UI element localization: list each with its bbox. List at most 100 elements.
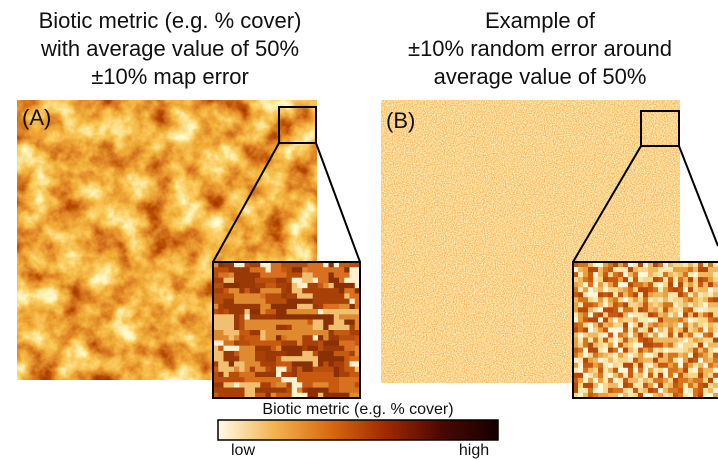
pixel bbox=[291, 288, 298, 294]
pixel bbox=[344, 314, 350, 320]
zoom-line bbox=[572, 145, 642, 263]
pixel bbox=[643, 302, 649, 308]
pixel bbox=[643, 352, 649, 359]
pixel bbox=[613, 382, 619, 389]
pixel bbox=[281, 361, 287, 367]
pixel bbox=[663, 282, 669, 288]
pixel bbox=[633, 347, 639, 353]
pixel bbox=[633, 297, 639, 303]
pixel bbox=[683, 307, 689, 313]
pixel bbox=[213, 298, 219, 305]
pixel bbox=[588, 287, 594, 293]
pixel bbox=[583, 277, 589, 283]
pixel bbox=[608, 337, 614, 343]
pixel bbox=[578, 387, 584, 394]
pixel bbox=[244, 282, 251, 289]
pixel bbox=[297, 330, 303, 336]
pixel bbox=[213, 303, 219, 310]
zoom-inset-a bbox=[213, 262, 361, 399]
pixel bbox=[663, 322, 669, 328]
pixel bbox=[344, 382, 350, 388]
pixel bbox=[328, 293, 335, 299]
pixel bbox=[323, 330, 329, 336]
pixel bbox=[260, 392, 266, 399]
pixel bbox=[307, 277, 314, 284]
pixel bbox=[603, 287, 609, 293]
pixel bbox=[234, 298, 240, 305]
pixel bbox=[260, 345, 266, 352]
pixel bbox=[643, 372, 649, 379]
pixel bbox=[344, 262, 350, 268]
pixel bbox=[276, 282, 282, 289]
pixel bbox=[302, 282, 308, 289]
pixel bbox=[573, 372, 579, 379]
pixel bbox=[281, 340, 287, 346]
pixel bbox=[643, 322, 649, 328]
pixel bbox=[228, 335, 235, 341]
pixel bbox=[260, 309, 266, 315]
pixel bbox=[678, 367, 684, 374]
pixel bbox=[218, 314, 224, 320]
pixel bbox=[255, 382, 261, 388]
pixel bbox=[608, 342, 614, 348]
pixel bbox=[583, 262, 589, 268]
pixel bbox=[588, 347, 594, 353]
pixel bbox=[653, 362, 659, 369]
pixel bbox=[354, 298, 361, 305]
pixel bbox=[312, 377, 319, 383]
pixel bbox=[239, 267, 245, 273]
title-line: with average value of 50% bbox=[40, 36, 299, 61]
pixel bbox=[588, 327, 594, 333]
pixel bbox=[588, 352, 594, 359]
pixel bbox=[648, 317, 654, 323]
pixel bbox=[291, 303, 298, 310]
pixel bbox=[244, 382, 251, 388]
pixel bbox=[302, 392, 308, 399]
pixel bbox=[260, 288, 266, 294]
pixel bbox=[223, 345, 230, 352]
title-line: Biotic metric (e.g. % cover) bbox=[39, 8, 302, 33]
pixel bbox=[623, 272, 629, 278]
pixel bbox=[623, 347, 629, 353]
pixel bbox=[598, 362, 604, 369]
pixel bbox=[297, 282, 303, 289]
pixel bbox=[658, 392, 664, 399]
pixel bbox=[260, 277, 266, 284]
pixel bbox=[297, 303, 303, 310]
pixel bbox=[573, 322, 579, 328]
pixel bbox=[297, 319, 303, 326]
pixel bbox=[323, 262, 329, 268]
pixel bbox=[291, 298, 298, 305]
pixel bbox=[573, 352, 579, 359]
pixel bbox=[708, 367, 714, 374]
pixel bbox=[344, 267, 350, 273]
pixel bbox=[312, 314, 319, 320]
pixel bbox=[249, 377, 256, 383]
pixel bbox=[648, 292, 654, 298]
pixel bbox=[573, 277, 579, 283]
pixel bbox=[307, 303, 314, 310]
pixel bbox=[588, 282, 594, 288]
pixel bbox=[213, 267, 219, 273]
pixel bbox=[588, 277, 594, 283]
pixel bbox=[302, 387, 308, 394]
pixel bbox=[265, 262, 272, 268]
pixel bbox=[708, 282, 714, 288]
pixel bbox=[588, 357, 594, 364]
pixel bbox=[323, 282, 329, 289]
pixel bbox=[328, 350, 335, 357]
pixel bbox=[578, 342, 584, 348]
pixel bbox=[683, 372, 689, 379]
pixel bbox=[618, 362, 624, 369]
pixel bbox=[668, 317, 674, 323]
pixel bbox=[693, 277, 699, 283]
pixel bbox=[618, 302, 624, 308]
pixel bbox=[693, 267, 699, 273]
pixel bbox=[244, 330, 251, 336]
pixel bbox=[653, 267, 659, 273]
pixel bbox=[693, 262, 699, 268]
pixel bbox=[618, 277, 624, 283]
pixel bbox=[653, 277, 659, 283]
pixel bbox=[633, 352, 639, 359]
pixel bbox=[633, 292, 639, 298]
